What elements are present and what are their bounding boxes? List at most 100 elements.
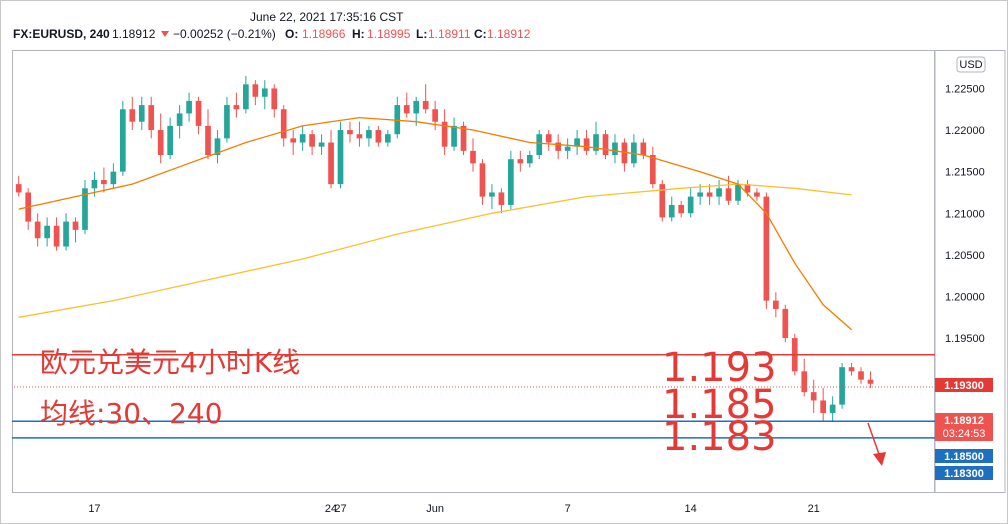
annotation-level-3: 1.183 xyxy=(662,414,777,460)
price-tag-1193: 1.19300 xyxy=(935,378,993,392)
ma240-line xyxy=(18,183,852,318)
chart-datetime: June 22, 2021 17:35:16 CST xyxy=(250,10,404,24)
price-tag-1183-bg xyxy=(935,466,993,480)
candle-body xyxy=(214,138,221,156)
candle-body xyxy=(498,192,505,205)
candle-body xyxy=(195,100,202,126)
candle-body xyxy=(375,130,382,143)
price-tag-current-label: 1.18912 xyxy=(944,415,984,427)
annotation-ma-note: 均线:30、240 xyxy=(40,397,223,430)
x-tick-label: 24 xyxy=(325,503,337,515)
candle-body xyxy=(318,142,325,147)
price-tag-1185: 1.18500 xyxy=(935,449,993,463)
y-tick-label: 1.21500 xyxy=(945,167,985,179)
candle-body xyxy=(602,134,609,156)
candle-body xyxy=(119,109,126,172)
candle-body xyxy=(640,142,647,156)
candle-body xyxy=(773,300,779,309)
close-value: 1.18912 xyxy=(487,27,531,41)
candle-body xyxy=(839,367,845,405)
candle-body xyxy=(337,130,344,185)
candle-body xyxy=(735,184,741,201)
candle-body xyxy=(782,308,789,339)
open-value: 1.18966 xyxy=(302,27,346,41)
y-tick-label: 1.20500 xyxy=(945,250,985,262)
candle-body xyxy=(356,134,363,139)
candle-body xyxy=(489,192,495,197)
candle-body xyxy=(668,204,675,218)
candle-body xyxy=(574,138,580,147)
annotation-level-1: 1.193 xyxy=(662,345,777,391)
candle-body xyxy=(810,392,817,401)
candle-body xyxy=(536,134,543,156)
candle-body xyxy=(564,146,571,151)
y-tick-label: 1.22000 xyxy=(945,125,985,137)
currency-badge[interactable] xyxy=(956,56,986,73)
candle-body xyxy=(224,105,230,139)
high-label: H: xyxy=(352,27,365,41)
x-tick-label: 27 xyxy=(334,503,346,515)
price-tag-current-bg xyxy=(935,413,993,441)
candle-body xyxy=(366,130,372,139)
candle-body xyxy=(413,100,420,114)
candle-body xyxy=(148,105,155,131)
x-tick-label: 7 xyxy=(565,503,571,515)
forecast-arrow-line xyxy=(867,422,881,458)
candle-body xyxy=(678,204,685,214)
x-tick-label: 21 xyxy=(808,503,820,515)
candle-body xyxy=(233,105,240,110)
price-tag-1193-bg xyxy=(935,378,993,392)
candle-body xyxy=(460,125,467,151)
candle-body xyxy=(15,184,22,193)
candle-body xyxy=(53,225,60,247)
price-change: −0.00252 (−0.21%) xyxy=(173,27,276,41)
price-tag-countdown: 03:24:53 xyxy=(943,428,986,440)
candle-body xyxy=(271,88,278,110)
horizontal-lines-layer xyxy=(12,353,935,439)
candle-body xyxy=(205,125,211,156)
candle-body xyxy=(157,130,164,156)
close-label: C: xyxy=(474,27,487,41)
price-tag-1185-bg xyxy=(935,449,993,463)
ma30-line xyxy=(18,116,853,331)
candle-body xyxy=(631,142,637,164)
candle-body xyxy=(706,192,713,197)
candle-body xyxy=(763,196,770,301)
candles-layer xyxy=(15,75,874,422)
price-tag-1193-label: 1.19300 xyxy=(944,380,984,392)
candle-body xyxy=(858,371,864,380)
candle-body xyxy=(63,221,69,247)
down-arrow-icon xyxy=(161,31,169,37)
candle-body xyxy=(290,138,297,143)
low-label: L: xyxy=(416,27,427,41)
candle-body xyxy=(659,184,666,218)
candle-body xyxy=(754,192,760,197)
x-tick-label: Jun xyxy=(426,503,444,515)
open-label: O: xyxy=(285,27,298,41)
candle-body xyxy=(867,379,874,384)
candle-body xyxy=(91,179,98,189)
candle-body xyxy=(384,134,391,143)
candle-body xyxy=(508,159,514,205)
candle-body xyxy=(186,100,192,114)
candle-body xyxy=(328,142,334,185)
x-tick-label: 17 xyxy=(88,503,100,515)
candle-body xyxy=(801,371,808,393)
moving-averages-layer xyxy=(18,116,853,331)
candle-body xyxy=(829,404,836,413)
candle-body xyxy=(621,142,628,164)
candle-body xyxy=(545,134,552,143)
candle-body xyxy=(403,105,410,114)
annotation-level-2: 1.185 xyxy=(662,382,777,428)
candle-body xyxy=(129,109,136,122)
price-tag-1185-label: 1.18500 xyxy=(944,451,984,463)
candle-body xyxy=(101,179,107,185)
candle-body xyxy=(848,367,855,372)
candle-body xyxy=(422,100,429,110)
candle-body xyxy=(716,188,722,197)
candle-body xyxy=(697,192,703,197)
candle-body xyxy=(44,225,50,239)
candle-body xyxy=(299,134,306,143)
